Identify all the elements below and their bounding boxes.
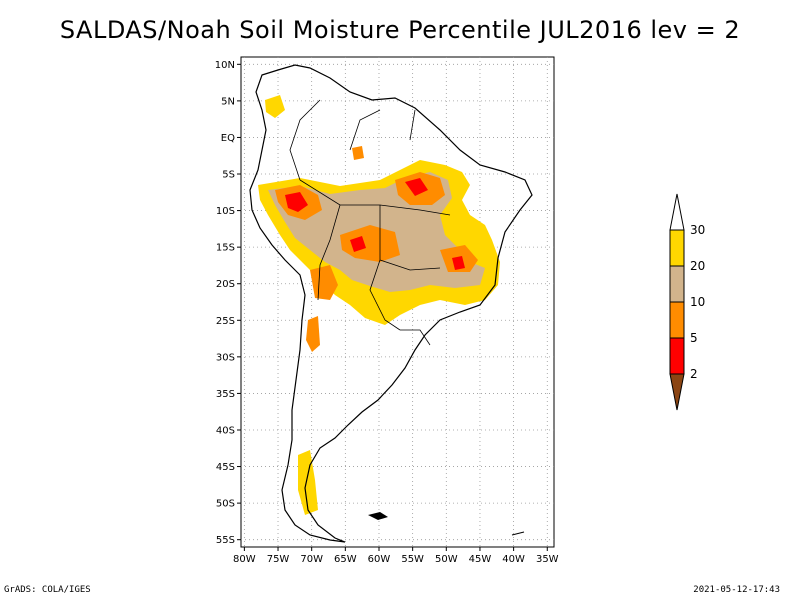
legend-label: 20 xyxy=(690,259,705,273)
shade-2-5-d xyxy=(452,256,465,270)
legend-box xyxy=(669,265,685,303)
shade-5-10-e xyxy=(310,265,338,300)
legend-bottom-triangle xyxy=(669,373,685,411)
legend-label: 30 xyxy=(690,223,705,237)
lon-tick-label: 55W xyxy=(401,554,424,565)
shade-2-5-b xyxy=(405,178,428,196)
south-america-outline xyxy=(249,64,533,543)
legend-label: 10 xyxy=(690,295,705,309)
longitude-labels: 80W 75W 70W 65W 60W 55W 50W 45W 40W 35W xyxy=(233,547,559,565)
lat-tick-label: 20S xyxy=(216,279,235,290)
legend-box xyxy=(669,229,685,267)
lat-tick-label: 50S xyxy=(216,499,235,510)
lat-tick-label: 10S xyxy=(216,206,235,217)
lon-tick-label: 60W xyxy=(368,554,391,565)
lat-tick-label: 35S xyxy=(216,389,235,400)
footer-credit: GrADS: COLA/IGES xyxy=(4,585,91,595)
shade-andes-a xyxy=(306,316,320,352)
lon-tick-label: 35W xyxy=(536,554,559,565)
lat-tick-label: 40S xyxy=(216,425,235,436)
chart-title: SALDAS/Noah Soil Moisture Percentile JUL… xyxy=(59,16,741,44)
legend-box xyxy=(669,301,685,339)
country-borders xyxy=(289,99,451,346)
shade-2-5-a xyxy=(285,192,308,212)
south-georgia xyxy=(511,531,525,536)
lat-tick-label: EQ xyxy=(221,133,235,144)
shade-2-5-c xyxy=(350,236,366,252)
lat-tick-label: 55S xyxy=(216,535,235,546)
legend-label: 5 xyxy=(690,331,698,345)
shade-5-10-c xyxy=(340,225,400,262)
percentile-shading xyxy=(258,95,500,515)
lon-tick-label: 75W xyxy=(267,554,290,565)
lon-tick-label: 40W xyxy=(502,554,525,565)
lat-tick-label: 25S xyxy=(216,316,235,327)
footer-timestamp: 2021-05-12-17:43 xyxy=(693,585,780,595)
colorbar-legend: 2 5 10 20 30 xyxy=(669,193,705,411)
lon-tick-label: 45W xyxy=(469,554,492,565)
shade-amazon-spot xyxy=(352,146,364,160)
legend-top-triangle xyxy=(669,193,685,231)
lon-tick-label: 80W xyxy=(233,554,256,565)
falkland-islands xyxy=(368,512,388,520)
lon-tick-label: 65W xyxy=(334,554,357,565)
lat-tick-label: 5S xyxy=(222,170,235,181)
lat-tick-label: 15S xyxy=(216,243,235,254)
latitude-labels: 10N 5N EQ 5S 10S 15S 20S 25S 30S 35S 40S 45S 50S 55S xyxy=(215,60,241,546)
shade-patagonia xyxy=(298,450,318,515)
lat-tick-label: 10N xyxy=(215,60,235,71)
lat-tick-label: 45S xyxy=(216,462,235,473)
lon-tick-label: 70W xyxy=(300,554,323,565)
legend-label: 2 xyxy=(690,367,698,381)
legend-box xyxy=(669,337,685,375)
shade-north xyxy=(265,95,285,118)
lat-tick-label: 5N xyxy=(221,96,235,107)
lon-tick-label: 50W xyxy=(435,554,458,565)
lat-tick-label: 30S xyxy=(216,352,235,363)
